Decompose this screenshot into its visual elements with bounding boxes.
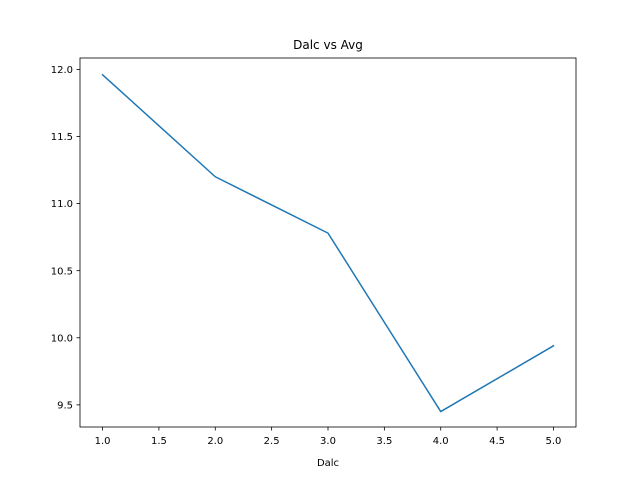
y-tick-label: 10.0 bbox=[51, 333, 73, 344]
plot-area: 1.0 1.5 2.0 2.5 3.0 3.5 4.0 4.5 5.0 9.5 10.0 10.5 11… bbox=[51, 57, 577, 447]
x-tick-label: 4.0 bbox=[433, 436, 449, 447]
y-tick-label: 11.0 bbox=[51, 199, 73, 210]
x-axis-label: Dalc bbox=[317, 458, 339, 469]
series-line bbox=[101, 73, 555, 413]
x-tick-label: 1.0 bbox=[95, 436, 111, 447]
x-tick-label: 2.5 bbox=[264, 436, 280, 447]
y-tick-label: 10.5 bbox=[51, 266, 73, 277]
x-tick-label: 1.5 bbox=[151, 436, 167, 447]
x-tick-label: 4.5 bbox=[489, 436, 505, 447]
x-tick-label: 2.0 bbox=[207, 436, 223, 447]
chart-title: Dalc vs Avg bbox=[293, 38, 363, 52]
x-tick-label: 3.5 bbox=[376, 436, 392, 447]
x-tick-label: 5.0 bbox=[546, 436, 562, 447]
y-tick-label: 11.5 bbox=[51, 132, 73, 143]
x-tick-label: 3.0 bbox=[320, 436, 336, 447]
axes-frame bbox=[79, 57, 577, 428]
y-tick-label: 12.0 bbox=[51, 65, 73, 76]
y-tick-label: 9.5 bbox=[57, 400, 73, 411]
